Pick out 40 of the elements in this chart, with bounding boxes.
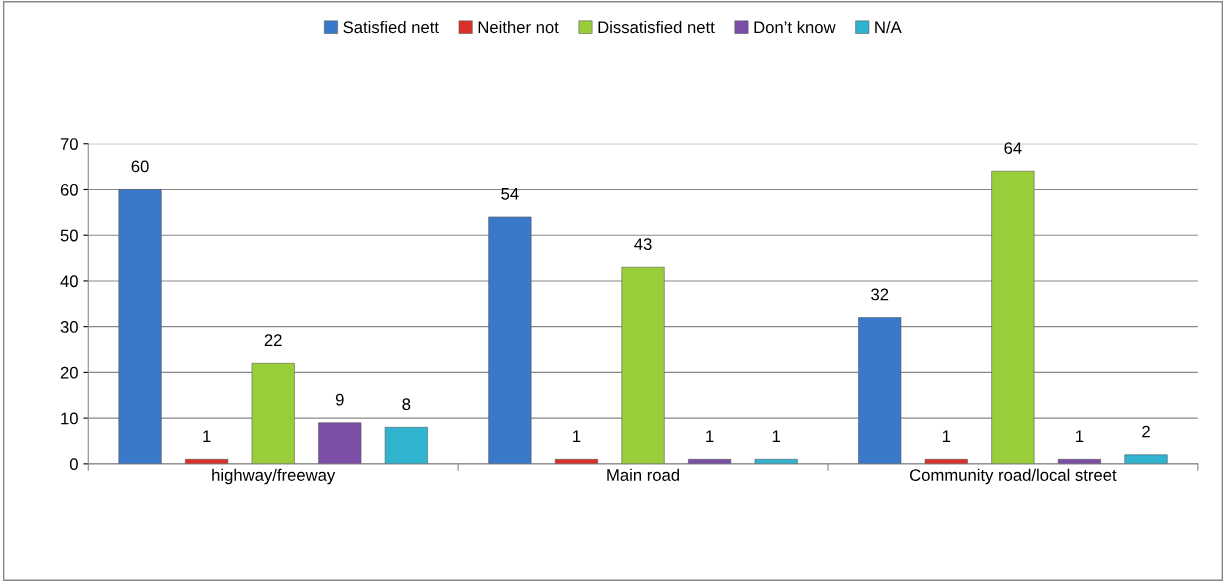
data-label: 54 xyxy=(501,188,519,200)
y-tick-label: 40 xyxy=(60,275,78,288)
y-tick-label: 20 xyxy=(60,366,78,379)
bar xyxy=(858,317,902,464)
y-tick-label: 30 xyxy=(60,321,78,333)
data-label: 1 xyxy=(942,430,951,442)
bar xyxy=(318,422,362,464)
bar xyxy=(488,216,532,464)
legend-label: Don’t know xyxy=(754,20,836,34)
data-label: 1 xyxy=(772,430,780,442)
data-label: 8 xyxy=(402,398,411,411)
y-tick-label: 70 xyxy=(60,138,78,150)
data-label: 1 xyxy=(573,430,581,442)
legend-label: Neither not xyxy=(478,20,559,34)
bar xyxy=(251,362,295,464)
data-label: 1 xyxy=(203,430,211,442)
data-label: 64 xyxy=(1004,142,1022,155)
y-tick-label: 10 xyxy=(61,412,78,425)
x-tick-label: highway/freeway xyxy=(212,468,336,485)
x-tick-label: Main road xyxy=(607,468,680,481)
x-tick-label: Community road/local street xyxy=(909,468,1117,485)
data-label: 43 xyxy=(634,238,652,251)
y-tick-label: 60 xyxy=(60,183,78,196)
legend-label: N/A xyxy=(875,20,902,34)
legend-label: Satisfied nett xyxy=(343,20,439,34)
data-label: 60 xyxy=(131,160,149,173)
data-label: 2 xyxy=(1142,425,1150,438)
y-tick-label: 0 xyxy=(69,458,78,471)
data-label: 1 xyxy=(706,430,714,442)
y-tick-label: 50 xyxy=(60,229,78,242)
legend-label: Dissatisfied nett xyxy=(598,20,715,34)
bar xyxy=(991,170,1035,464)
data-label: 32 xyxy=(871,288,889,301)
bar xyxy=(384,426,428,464)
bar xyxy=(1124,454,1168,464)
bar xyxy=(118,189,162,464)
bar xyxy=(621,266,665,464)
data-label: 1 xyxy=(1076,430,1084,442)
data-label: 9 xyxy=(335,393,344,406)
data-label: 22 xyxy=(264,334,282,346)
